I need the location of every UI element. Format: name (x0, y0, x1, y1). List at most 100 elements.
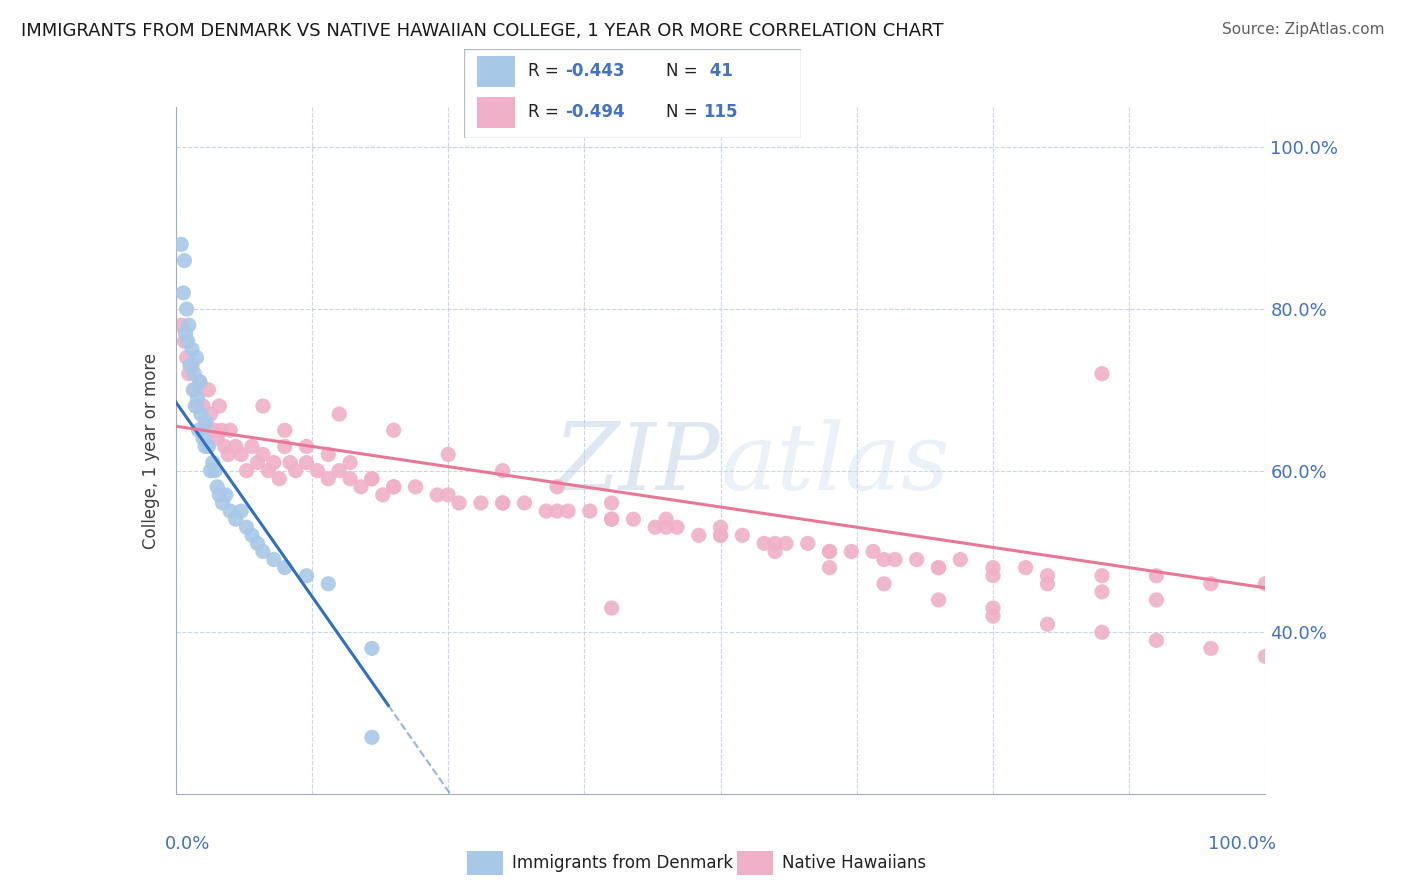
Point (295, 439, 318, 453)
Point (775, 536, 797, 550)
Point (240, 439, 263, 453)
Bar (467, 851, 503, 875)
Point (754, 536, 776, 550)
Point (295, 568, 318, 582)
Point (949, 552, 972, 566)
Point (579, 504, 602, 518)
Point (194, 415, 217, 429)
Point (710, 528, 733, 542)
Point (211, 423, 233, 437)
Point (269, 472, 291, 486)
Point (231, 504, 253, 518)
Point (219, 423, 242, 437)
Text: ZIP: ZIP (554, 419, 721, 509)
Point (763, 544, 786, 558)
Point (186, 399, 209, 413)
Point (170, 237, 193, 252)
Point (252, 544, 274, 558)
Point (174, 326, 197, 341)
Point (235, 520, 257, 534)
Point (360, 641, 382, 656)
Point (1036, 576, 1059, 591)
Point (263, 552, 285, 566)
Point (1199, 641, 1222, 656)
Point (208, 488, 231, 502)
FancyBboxPatch shape (464, 49, 801, 138)
Point (186, 391, 209, 405)
Point (217, 448, 239, 462)
Point (437, 448, 460, 462)
Text: N =: N = (666, 103, 703, 121)
Point (350, 480, 373, 494)
Bar (478, 97, 515, 128)
Point (492, 496, 515, 510)
Point (981, 560, 1004, 574)
Text: Native Hawaiians: Native Hawaiians (782, 854, 927, 872)
Bar (737, 851, 773, 875)
Point (181, 343, 204, 357)
Point (666, 520, 689, 534)
Point (208, 399, 231, 413)
Point (1036, 568, 1059, 582)
Point (235, 464, 257, 478)
Point (170, 318, 193, 333)
Point (1091, 625, 1114, 640)
Point (177, 334, 200, 349)
Point (1199, 576, 1222, 591)
Point (763, 536, 786, 550)
Point (200, 464, 222, 478)
Text: R =: R = (529, 62, 564, 80)
Point (176, 351, 198, 365)
Point (240, 528, 263, 542)
Point (274, 423, 297, 437)
Point (447, 496, 470, 510)
Point (688, 528, 710, 542)
Point (176, 301, 198, 316)
Point (197, 383, 219, 397)
Point (252, 448, 274, 462)
Point (214, 439, 236, 453)
Point (278, 456, 301, 470)
Point (181, 359, 204, 373)
Point (202, 423, 225, 437)
Point (360, 472, 382, 486)
Point (177, 367, 200, 381)
Point (546, 504, 568, 518)
Point (981, 609, 1004, 624)
Point (225, 439, 247, 453)
Point (231, 448, 253, 462)
Point (382, 480, 405, 494)
Point (382, 480, 405, 494)
Point (201, 456, 224, 470)
Text: 41: 41 (703, 62, 733, 80)
Point (318, 472, 340, 486)
Y-axis label: College, 1 year or more: College, 1 year or more (142, 352, 160, 549)
Point (328, 464, 350, 478)
Point (710, 528, 733, 542)
Point (215, 488, 238, 502)
Point (188, 375, 211, 389)
Point (928, 560, 950, 574)
Point (513, 496, 536, 510)
Point (981, 568, 1004, 582)
Point (981, 601, 1004, 615)
Point (200, 407, 222, 421)
Point (437, 488, 460, 502)
Point (204, 464, 226, 478)
Text: atlas: atlas (721, 419, 950, 509)
Point (600, 601, 623, 615)
Point (655, 512, 678, 526)
Point (818, 544, 841, 558)
Text: 100.0%: 100.0% (1208, 835, 1277, 853)
Point (644, 520, 666, 534)
Point (181, 383, 204, 397)
Point (928, 593, 950, 607)
Point (184, 399, 207, 413)
Point (492, 464, 515, 478)
Point (796, 536, 818, 550)
Point (225, 512, 247, 526)
Point (318, 448, 340, 462)
Point (328, 407, 350, 421)
Point (600, 512, 623, 526)
Point (928, 560, 950, 574)
